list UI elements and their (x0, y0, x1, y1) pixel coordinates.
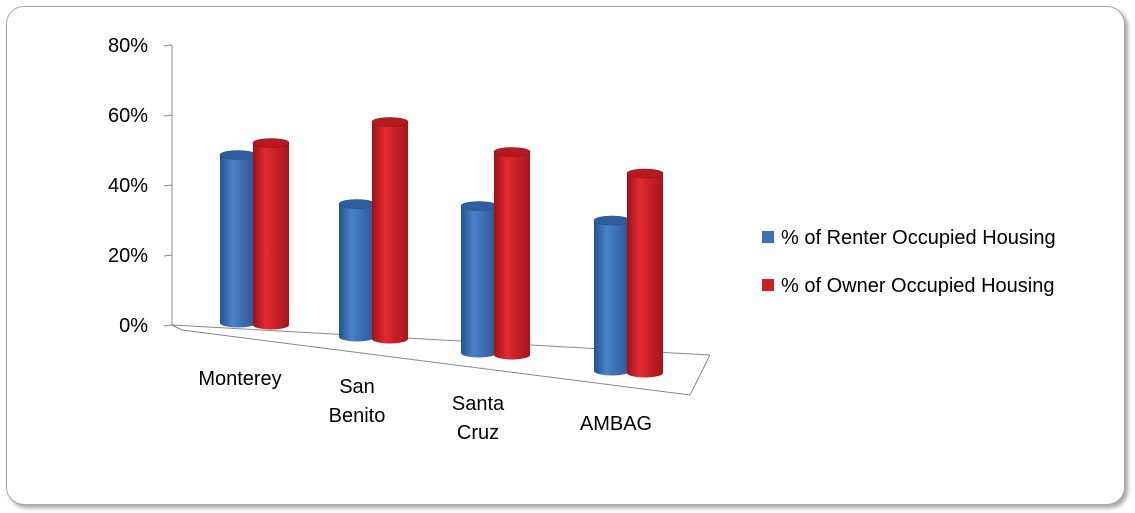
bar-renter-3-top (593, 215, 631, 226)
chart-labels: 0% 20% 40% 60% 80% Monterey San Benito Santa Cruz… (108, 35, 652, 444)
floor-front-edge (171, 324, 711, 396)
legend-entry: % of Renter Occupied Housing (781, 227, 1056, 249)
bar-renter-3 (594, 220, 630, 376)
y-tick-label: 40% (108, 175, 148, 197)
legend-swatch (762, 231, 774, 243)
y-tick (163, 184, 173, 187)
chart-bars (219, 117, 664, 378)
y-tick (163, 324, 173, 327)
y-tick-label: 60% (108, 105, 148, 127)
bar-owner-3-top (626, 168, 664, 179)
legend-entry: % of Owner Occupied Housing (781, 275, 1054, 297)
bar-owner-0-top (252, 138, 290, 148)
y-tick-label: 20% (108, 245, 148, 267)
bar-renter-1-top (338, 199, 376, 209)
chart-legend: % of Renter Occupied Housing % of Owner O… (762, 227, 1056, 297)
legend-swatch (762, 279, 774, 291)
bar-owner-1 (372, 122, 408, 344)
y-tick-label: 80% (108, 35, 148, 57)
bar-renter-2-top (460, 201, 498, 211)
x-category-label: Santa Cruz (452, 393, 505, 444)
bar-renter-0-top (219, 150, 257, 160)
bar-owner-0 (253, 143, 289, 330)
y-tick-label: 0% (119, 315, 148, 337)
bar-renter-1 (339, 204, 375, 342)
x-category-label: AMBAG (580, 413, 652, 435)
bar-owner-2-top (493, 147, 531, 157)
bar-owner-2 (494, 152, 530, 360)
bar-renter-2 (461, 206, 497, 358)
x-category-label: Monterey (198, 368, 281, 390)
x-category-label: San Benito (329, 376, 386, 427)
y-tick (163, 44, 173, 47)
bar-owner-1-top (371, 117, 409, 127)
y-tick (163, 254, 173, 257)
chart-frame (6, 6, 1125, 505)
y-tick (163, 114, 173, 117)
bar-owner-3 (627, 173, 663, 378)
bar-renter-0 (220, 155, 256, 328)
